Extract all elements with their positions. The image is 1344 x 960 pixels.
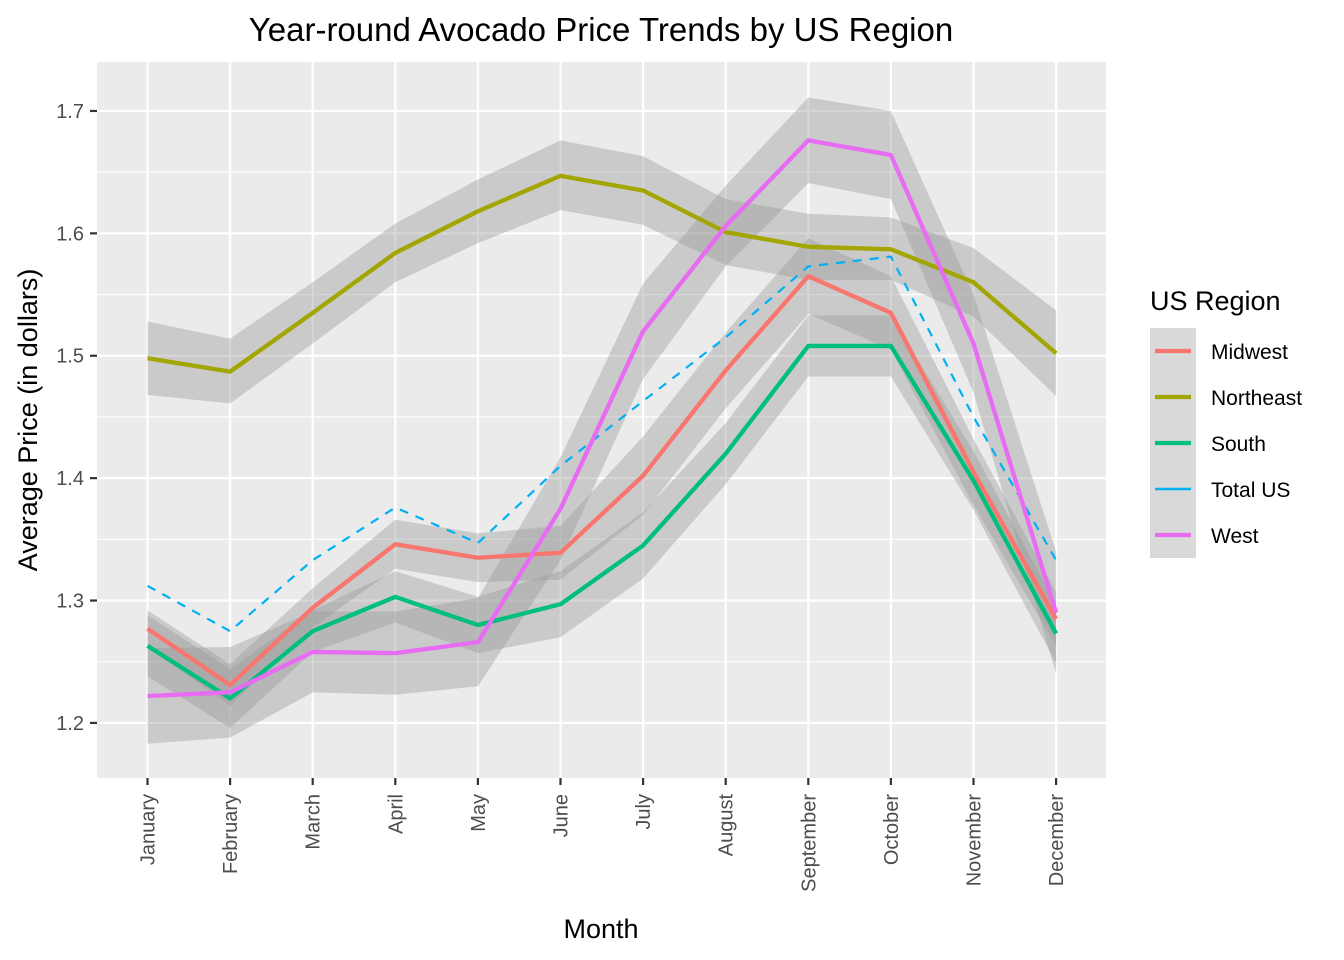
x-tick-label: April <box>385 794 407 834</box>
x-tick-label: August <box>716 794 738 857</box>
chart-title: Year-round Avocado Price Trends by US Re… <box>249 11 953 48</box>
y-tick-label: 1.6 <box>56 223 84 245</box>
x-tick-label: March <box>303 794 325 850</box>
x-tick-label: May <box>468 794 490 832</box>
major-gridlines <box>97 62 1106 778</box>
x-tick-label: November <box>964 794 986 887</box>
band-midwest <box>147 238 1057 706</box>
y-tick-label: 1.4 <box>56 468 84 490</box>
y-axis-title: Average Price (in dollars) <box>13 269 43 572</box>
legend-label: Midwest <box>1211 341 1288 364</box>
legend-label: West <box>1211 525 1259 548</box>
legend-label: Northeast <box>1211 387 1302 410</box>
x-tick-label: September <box>798 794 820 892</box>
band-northeast <box>147 140 1057 404</box>
x-tick-label: July <box>633 794 655 830</box>
series-line-south <box>146 343 1058 701</box>
x-tick-label: December <box>1046 794 1068 887</box>
legend-label: South <box>1211 433 1266 456</box>
legend-items: Midwest Northeast South Total US West <box>1150 328 1302 558</box>
x-tick-label: June <box>551 794 573 837</box>
series-line-total-us <box>146 255 1058 633</box>
x-tick-label: January <box>138 794 160 865</box>
band-south <box>147 315 1057 728</box>
y-axis: 1.2 1.3 1.4 1.5 1.6 1.7 <box>56 101 97 735</box>
y-tick-label: 1.2 <box>56 713 84 735</box>
legend: US Region Midwest Northeast South Total US W… <box>1150 286 1302 558</box>
series-line-west <box>147 138 1059 699</box>
x-axis-title: Month <box>563 914 638 944</box>
legend-label: Total US <box>1211 479 1290 502</box>
x-axis: January February March April May June July Augu… <box>138 778 1068 892</box>
y-tick-label: 1.7 <box>56 101 84 123</box>
legend-title: US Region <box>1150 286 1281 316</box>
series-line-midwest <box>146 274 1058 688</box>
series-line-northeast <box>147 173 1058 374</box>
series-lines <box>146 138 1059 701</box>
y-tick-label: 1.3 <box>56 591 84 613</box>
y-tick-label: 1.5 <box>56 346 84 368</box>
x-tick-label: October <box>881 794 903 865</box>
x-tick-label: February <box>220 794 242 874</box>
